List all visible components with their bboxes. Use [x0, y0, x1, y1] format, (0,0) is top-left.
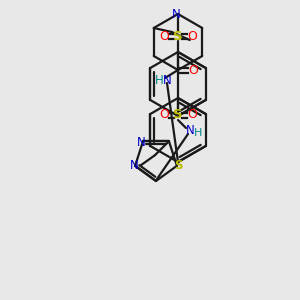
Text: :: : — [170, 110, 174, 120]
Text: N: N — [163, 74, 171, 86]
Text: N: N — [130, 159, 139, 172]
Text: N: N — [137, 136, 146, 149]
Text: O: O — [159, 109, 169, 122]
Text: H: H — [154, 74, 164, 86]
Text: S: S — [173, 109, 183, 122]
Text: N: N — [186, 124, 194, 137]
Text: O: O — [187, 109, 197, 122]
Text: S: S — [173, 29, 183, 43]
Text: :: : — [182, 110, 186, 120]
Text: H: H — [194, 128, 202, 138]
Text: O: O — [159, 29, 169, 43]
Text: :: : — [170, 31, 174, 41]
Text: S: S — [174, 159, 182, 172]
Text: N: N — [172, 8, 180, 22]
Text: O: O — [188, 64, 198, 76]
Text: :: : — [182, 31, 186, 41]
Text: O: O — [187, 29, 197, 43]
